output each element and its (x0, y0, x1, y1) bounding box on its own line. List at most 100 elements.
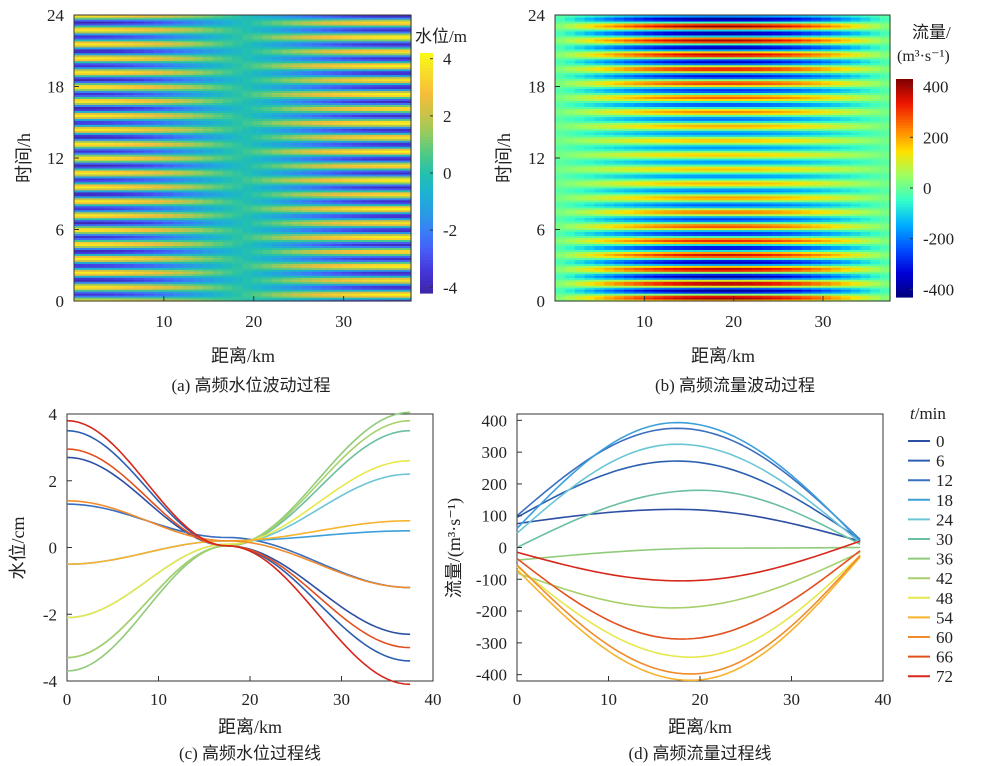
heatmap-cell (103, 191, 115, 195)
heatmap-cell (311, 291, 323, 294)
heatmap-cell (143, 229, 154, 233)
heatmap-cell (292, 132, 303, 135)
heatmap-cell (74, 177, 85, 181)
heatmap-cell (143, 36, 154, 40)
heatmap-cell (113, 100, 125, 103)
heatmap-cell (282, 169, 293, 173)
heatmap-cell (232, 257, 244, 260)
heatmap-cell (282, 261, 293, 264)
heatmap-cell (321, 219, 333, 223)
heatmap-cell (282, 112, 293, 115)
heatmap-cell (232, 217, 244, 221)
heatmap-cell (232, 263, 244, 266)
heatmap-cell (103, 259, 115, 262)
heatmap-cell (232, 156, 244, 159)
heatmap-cell (153, 213, 164, 217)
heatmap-cell (232, 177, 244, 181)
heatmap-cell (103, 297, 115, 300)
heatmap-cell (381, 50, 392, 54)
heatmap-cell (331, 48, 343, 52)
heatmap-cell (222, 195, 234, 199)
heatmap-cell (371, 161, 382, 165)
heatmap-cell (163, 142, 174, 145)
heatmap-cell (351, 18, 363, 22)
heatmap-cell (153, 82, 164, 86)
heatmap-cell (222, 171, 234, 175)
heatmap-cell (222, 159, 234, 163)
heatmap-cell (153, 273, 164, 276)
heatmap-cell (202, 64, 214, 68)
heatmap-cell (381, 22, 392, 26)
heatmap-cell (242, 251, 254, 254)
heatmap-cell (143, 15, 154, 18)
heatmap-cell (163, 299, 174, 302)
heatmap-cell (301, 118, 313, 121)
heatmap-cell (153, 195, 164, 199)
heatmap-cell (242, 146, 254, 149)
heatmap-cell (212, 26, 224, 30)
heatmap-cell (401, 106, 412, 109)
heatmap-cell (123, 161, 135, 165)
heatmap-cell (192, 209, 204, 213)
heatmap-cell (371, 281, 382, 284)
heatmap-cell (292, 177, 303, 181)
heatmap-cell (301, 225, 313, 229)
heatmap-cell (341, 231, 353, 235)
heatmap-cell (222, 106, 234, 109)
heatmap-cell (173, 154, 184, 157)
heatmap-cell (123, 177, 135, 181)
heatmap-cell (301, 277, 313, 280)
heatmap-cell (183, 181, 194, 185)
heatmap-cell (93, 136, 105, 139)
heatmap-cell (173, 84, 184, 88)
heatmap-cell (401, 40, 412, 44)
heatmap-cell (311, 159, 323, 163)
heatmap-cell (301, 140, 313, 143)
heatmap-cell (103, 98, 115, 102)
heatmap-cell (262, 253, 273, 256)
heatmap-cell (252, 295, 263, 298)
heatmap-cell (93, 281, 105, 284)
heatmap-cell (222, 259, 234, 262)
heatmap-cell (202, 48, 214, 52)
heatmap-cell (173, 265, 184, 268)
heatmap-cell (391, 56, 402, 60)
heatmap-cell (192, 191, 204, 195)
heatmap-cell (331, 44, 343, 48)
heatmap-cell (301, 138, 313, 141)
heatmap-cell (282, 291, 293, 294)
heatmap-cell (103, 60, 115, 64)
heatmap-cell (391, 229, 402, 233)
heatmap-cell (321, 173, 333, 177)
heatmap-cell (361, 58, 372, 62)
heatmap-cell (74, 80, 85, 84)
heatmap-cell (301, 66, 313, 70)
heatmap-cell (311, 68, 323, 72)
heatmap-cell (282, 215, 293, 219)
heatmap-cell (103, 126, 115, 129)
heatmap-cell (93, 46, 105, 50)
colorbar-swatch (420, 71, 433, 75)
heatmap-cell (123, 255, 135, 258)
heatmap-cell (163, 154, 174, 157)
heatmap-cell (202, 68, 214, 72)
heatmap-cell (183, 183, 194, 187)
heatmap-cell (103, 281, 115, 284)
heatmap-cell (153, 287, 164, 290)
heatmap-cell (163, 78, 174, 82)
heatmap-cell (232, 104, 244, 107)
heatmap-cell (321, 245, 333, 248)
heatmap-cell (153, 219, 164, 223)
heatmap-cell (292, 116, 303, 119)
heatmap-cell (133, 142, 144, 145)
heatmap-cell (222, 88, 234, 92)
heatmap-cell (83, 203, 95, 207)
heatmap-cell (341, 245, 353, 248)
heatmap-cell (103, 114, 115, 117)
heatmap-cell (232, 130, 244, 133)
heatmap-cell (222, 179, 234, 183)
heatmap-cell (143, 82, 154, 86)
heatmap-cell (282, 227, 293, 231)
heatmap-cell (252, 90, 263, 94)
